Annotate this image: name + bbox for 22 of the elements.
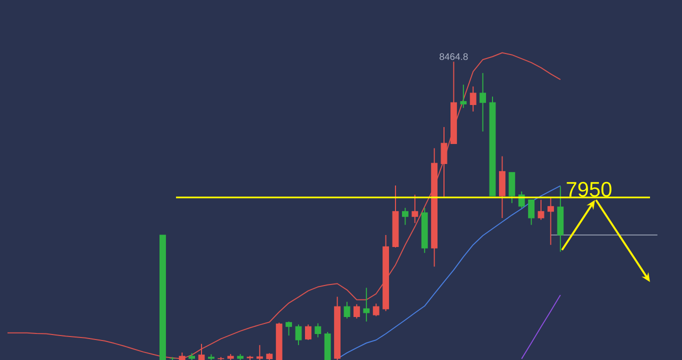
- candlestick: [470, 86, 476, 112]
- candlestick: [440, 126, 448, 198]
- candlestick: [412, 194, 418, 224]
- candlestick: [344, 301, 350, 320]
- candlestick: [295, 324, 302, 346]
- candlestick: [198, 343, 205, 360]
- candlestick: [256, 344, 263, 360]
- candlestick: [460, 84, 467, 108]
- candlestick: [508, 172, 516, 204]
- candlestick: [354, 304, 360, 320]
- candlestick: [538, 199, 544, 220]
- candlestick: [480, 72, 486, 132]
- candlestick: [528, 199, 535, 226]
- candlestick: [363, 287, 370, 322]
- candlestick: [372, 303, 380, 317]
- annotation: 7950: [566, 182, 612, 197]
- candlestick: [286, 321, 292, 336]
- candlestick: [305, 324, 312, 341]
- annotation: 8464.8: [440, 53, 468, 60]
- candlestick: [548, 198, 554, 246]
- candlestick: [402, 207, 408, 226]
- candlestick: [314, 322, 322, 338]
